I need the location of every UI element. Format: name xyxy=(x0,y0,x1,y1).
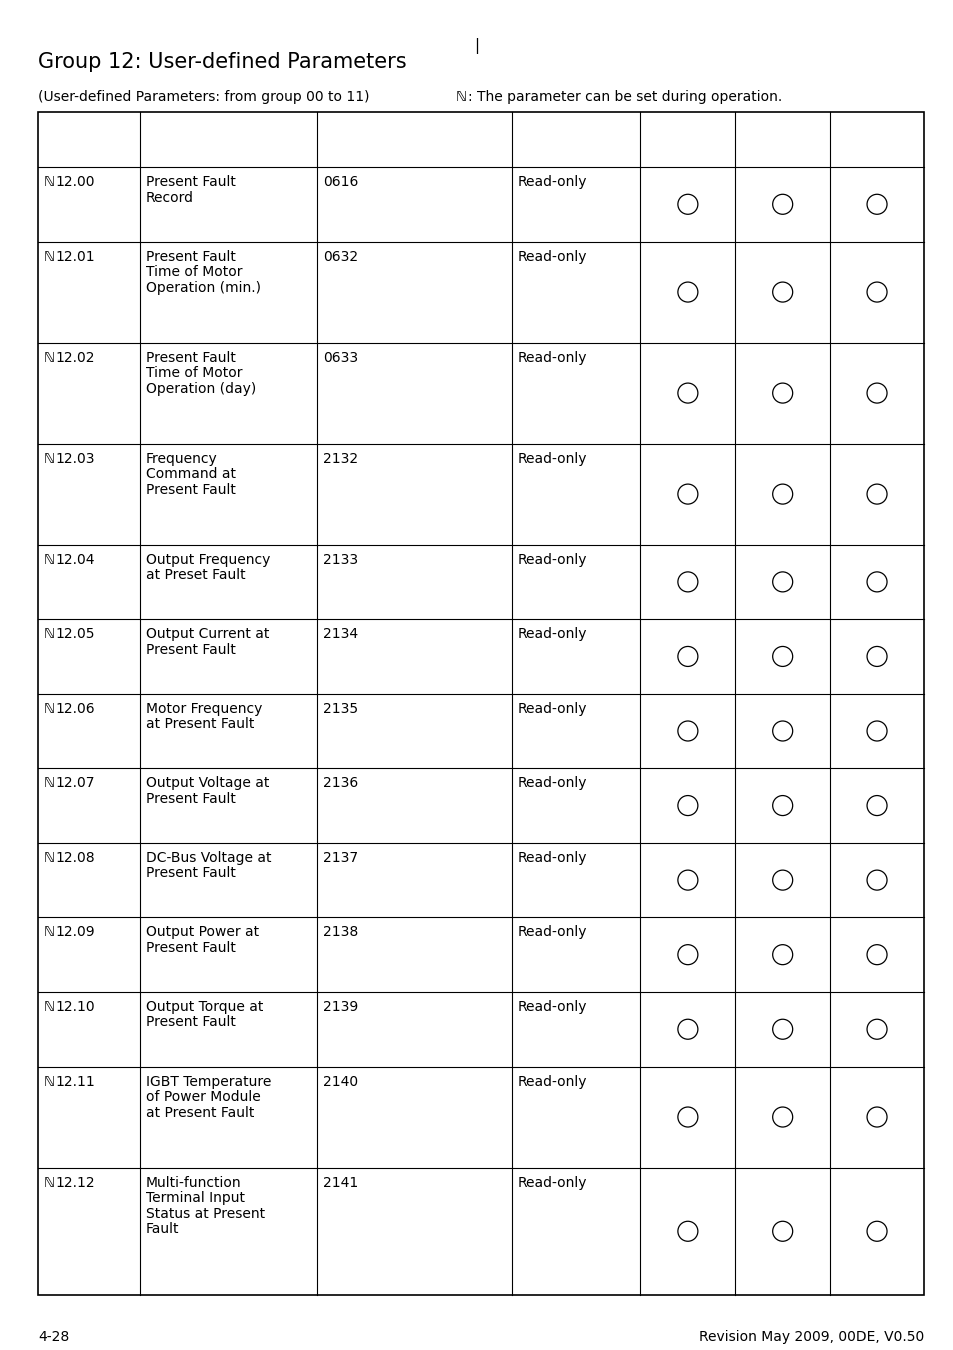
Text: 12.04: 12.04 xyxy=(55,552,94,567)
Text: Output Power at: Output Power at xyxy=(146,925,259,940)
Text: Read-only: Read-only xyxy=(517,552,587,567)
Text: 0616: 0616 xyxy=(323,176,358,189)
Text: ℕ: ℕ xyxy=(44,1075,55,1088)
Text: Present Fault: Present Fault xyxy=(146,792,235,806)
Text: Status at Present: Status at Present xyxy=(146,1207,265,1220)
Text: ℕ: ℕ xyxy=(44,925,55,940)
Text: Read-only: Read-only xyxy=(517,925,587,940)
Text: Read-only: Read-only xyxy=(517,351,587,364)
Text: Command at: Command at xyxy=(146,467,235,481)
Text: Present Fault: Present Fault xyxy=(146,351,235,364)
Text: Read-only: Read-only xyxy=(517,1176,587,1189)
Text: Read-only: Read-only xyxy=(517,850,587,865)
Text: 2141: 2141 xyxy=(323,1176,358,1189)
Text: Present Fault: Present Fault xyxy=(146,250,235,263)
Text: Time of Motor: Time of Motor xyxy=(146,265,242,279)
Text: Multi-function: Multi-function xyxy=(146,1176,241,1189)
Text: |: | xyxy=(474,38,479,54)
Text: Present Fault: Present Fault xyxy=(146,176,235,189)
Text: Read-only: Read-only xyxy=(517,776,587,790)
Text: 12.05: 12.05 xyxy=(55,628,94,641)
Text: Output Frequency: Output Frequency xyxy=(146,552,270,567)
Text: 12.11: 12.11 xyxy=(55,1075,94,1088)
Text: 12.00: 12.00 xyxy=(55,176,94,189)
Text: Group 12: User-defined Parameters: Group 12: User-defined Parameters xyxy=(38,53,406,72)
Text: Output Current at: Output Current at xyxy=(146,628,269,641)
Text: of Power Module: of Power Module xyxy=(146,1089,260,1104)
Text: Present Fault: Present Fault xyxy=(146,643,235,656)
Text: 12.01: 12.01 xyxy=(55,250,94,263)
Text: Fault: Fault xyxy=(146,1222,179,1237)
Text: Time of Motor: Time of Motor xyxy=(146,366,242,381)
Text: Read-only: Read-only xyxy=(517,176,587,189)
Text: ℕ: ℕ xyxy=(44,702,55,716)
Text: Present Fault: Present Fault xyxy=(146,941,235,954)
Text: 2133: 2133 xyxy=(323,552,357,567)
Text: ℕ: ℕ xyxy=(44,552,55,567)
Text: 0633: 0633 xyxy=(323,351,357,364)
Text: ℕ: ℕ xyxy=(44,1000,55,1014)
Text: ℕ: ℕ xyxy=(44,850,55,865)
Text: 2139: 2139 xyxy=(323,1000,358,1014)
Text: Output Torque at: Output Torque at xyxy=(146,1000,263,1014)
Text: 0632: 0632 xyxy=(323,250,357,263)
Text: 12.12: 12.12 xyxy=(55,1176,94,1189)
Text: 12.10: 12.10 xyxy=(55,1000,94,1014)
Text: Revision May 2009, 00DE, V0.50: Revision May 2009, 00DE, V0.50 xyxy=(698,1330,923,1345)
Text: at Present Fault: at Present Fault xyxy=(146,717,254,732)
Text: ℕ: ℕ xyxy=(44,452,55,466)
Text: DC-Bus Voltage at: DC-Bus Voltage at xyxy=(146,850,271,865)
Text: Present Fault: Present Fault xyxy=(146,867,235,880)
Text: 12.06: 12.06 xyxy=(55,702,94,716)
Text: Terminal Input: Terminal Input xyxy=(146,1191,245,1206)
Text: Operation (min.): Operation (min.) xyxy=(146,281,260,294)
Text: 2138: 2138 xyxy=(323,925,358,940)
Text: at Preset Fault: at Preset Fault xyxy=(146,568,245,582)
Text: Read-only: Read-only xyxy=(517,628,587,641)
Text: Output Voltage at: Output Voltage at xyxy=(146,776,269,790)
Text: 2132: 2132 xyxy=(323,452,357,466)
Text: 2134: 2134 xyxy=(323,628,357,641)
Text: ℕ: ℕ xyxy=(44,1176,55,1189)
Bar xyxy=(38,112,923,1295)
Text: ℕ: ℕ xyxy=(44,628,55,641)
Text: 12.09: 12.09 xyxy=(55,925,94,940)
Text: Frequency: Frequency xyxy=(146,452,217,466)
Text: ℕ: ℕ xyxy=(44,776,55,790)
Text: 12.02: 12.02 xyxy=(55,351,94,364)
Text: 12.07: 12.07 xyxy=(55,776,94,790)
Text: Read-only: Read-only xyxy=(517,250,587,263)
Text: Motor Frequency: Motor Frequency xyxy=(146,702,262,716)
Text: Present Fault: Present Fault xyxy=(146,1015,235,1030)
Text: 4-28: 4-28 xyxy=(38,1330,70,1345)
Text: 2135: 2135 xyxy=(323,702,357,716)
Text: Operation (day): Operation (day) xyxy=(146,382,255,396)
Text: 12.03: 12.03 xyxy=(55,452,94,466)
Text: 2137: 2137 xyxy=(323,850,357,865)
Text: (User-defined Parameters: from group 00 to 11): (User-defined Parameters: from group 00 … xyxy=(38,90,369,104)
Text: 2140: 2140 xyxy=(323,1075,357,1088)
Text: Record: Record xyxy=(146,190,193,204)
Text: ℕ: ℕ xyxy=(44,176,55,189)
Text: Read-only: Read-only xyxy=(517,1075,587,1088)
Text: : The parameter can be set during operation.: : The parameter can be set during operat… xyxy=(468,90,781,104)
Text: ℕ: ℕ xyxy=(44,351,55,364)
Text: ℕ: ℕ xyxy=(44,250,55,263)
Text: Read-only: Read-only xyxy=(517,702,587,716)
Text: 2136: 2136 xyxy=(323,776,358,790)
Text: Read-only: Read-only xyxy=(517,452,587,466)
Text: 12.08: 12.08 xyxy=(55,850,94,865)
Text: at Present Fault: at Present Fault xyxy=(146,1106,254,1119)
Text: IGBT Temperature: IGBT Temperature xyxy=(146,1075,271,1088)
Text: Read-only: Read-only xyxy=(517,1000,587,1014)
Text: ℕ: ℕ xyxy=(456,90,467,104)
Text: Present Fault: Present Fault xyxy=(146,482,235,497)
